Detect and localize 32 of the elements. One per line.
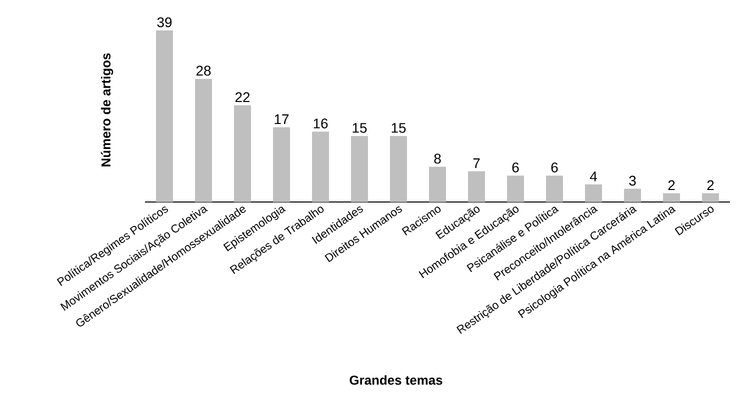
data-label: 7 bbox=[473, 158, 480, 168]
bar bbox=[468, 171, 486, 202]
bar bbox=[624, 188, 642, 202]
data-label: 22 bbox=[235, 92, 250, 102]
bar bbox=[663, 193, 680, 202]
bar bbox=[273, 127, 290, 202]
bar bbox=[195, 78, 212, 202]
data-label: 8 bbox=[434, 154, 441, 164]
data-label: 17 bbox=[274, 114, 289, 124]
bar bbox=[546, 176, 564, 202]
bar bbox=[156, 30, 173, 202]
data-label: 3 bbox=[629, 176, 636, 186]
data-label: 39 bbox=[157, 17, 172, 28]
data-label: 15 bbox=[352, 123, 367, 133]
data-label: 4 bbox=[590, 172, 597, 182]
bar bbox=[429, 166, 446, 202]
bar bbox=[312, 132, 330, 202]
bar bbox=[390, 136, 408, 202]
data-label: 6 bbox=[551, 162, 558, 172]
data-label: 15 bbox=[392, 123, 406, 133]
bar bbox=[351, 136, 368, 202]
y-axis-title: Número de artigos bbox=[100, 53, 114, 166]
x-axis-title: Grandes temas bbox=[350, 375, 442, 385]
bar bbox=[702, 193, 720, 202]
data-label: 2 bbox=[707, 180, 714, 190]
data-label: 16 bbox=[314, 118, 328, 128]
data-label: 2 bbox=[668, 180, 675, 190]
bar bbox=[234, 105, 252, 202]
bar bbox=[507, 176, 524, 202]
data-label: 28 bbox=[196, 66, 211, 76]
data-label: 6 bbox=[512, 162, 519, 172]
bar bbox=[585, 184, 602, 202]
